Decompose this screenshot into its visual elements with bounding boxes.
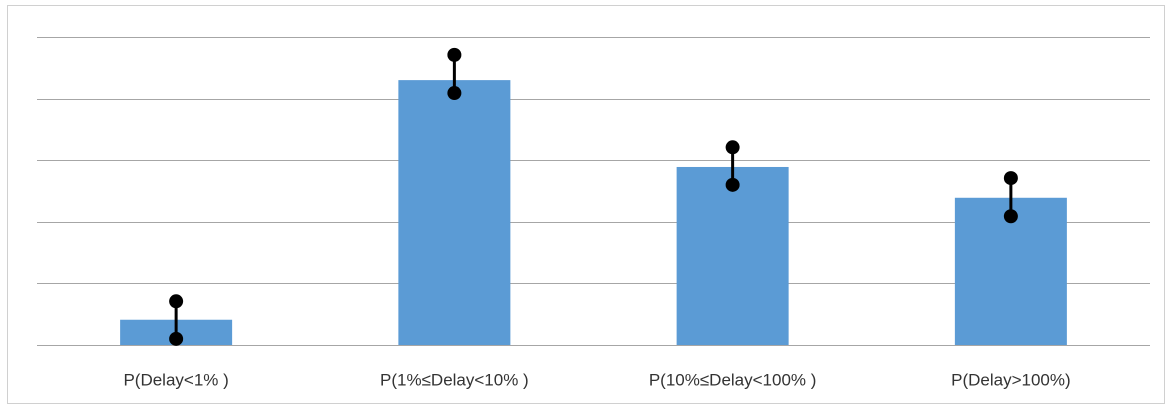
error-low-cap [169,331,184,346]
x-tick-label: P(1%≤Delay<10% ) [380,370,529,389]
error-low-cap [1003,209,1018,224]
error-high-cap [725,140,740,155]
error-high-cap [1003,171,1018,186]
error-low-cap [725,177,740,192]
bar [398,80,511,346]
error-high-cap [169,294,184,309]
x-tick-label: P(10%≤Delay<100% ) [649,370,817,389]
x-tick-label: P(Delay<1% ) [123,370,228,389]
x-tick-label: P(Delay>100%) [951,370,1071,389]
error-low-cap [447,86,462,101]
error-high-cap [447,47,462,62]
bar [676,166,789,345]
